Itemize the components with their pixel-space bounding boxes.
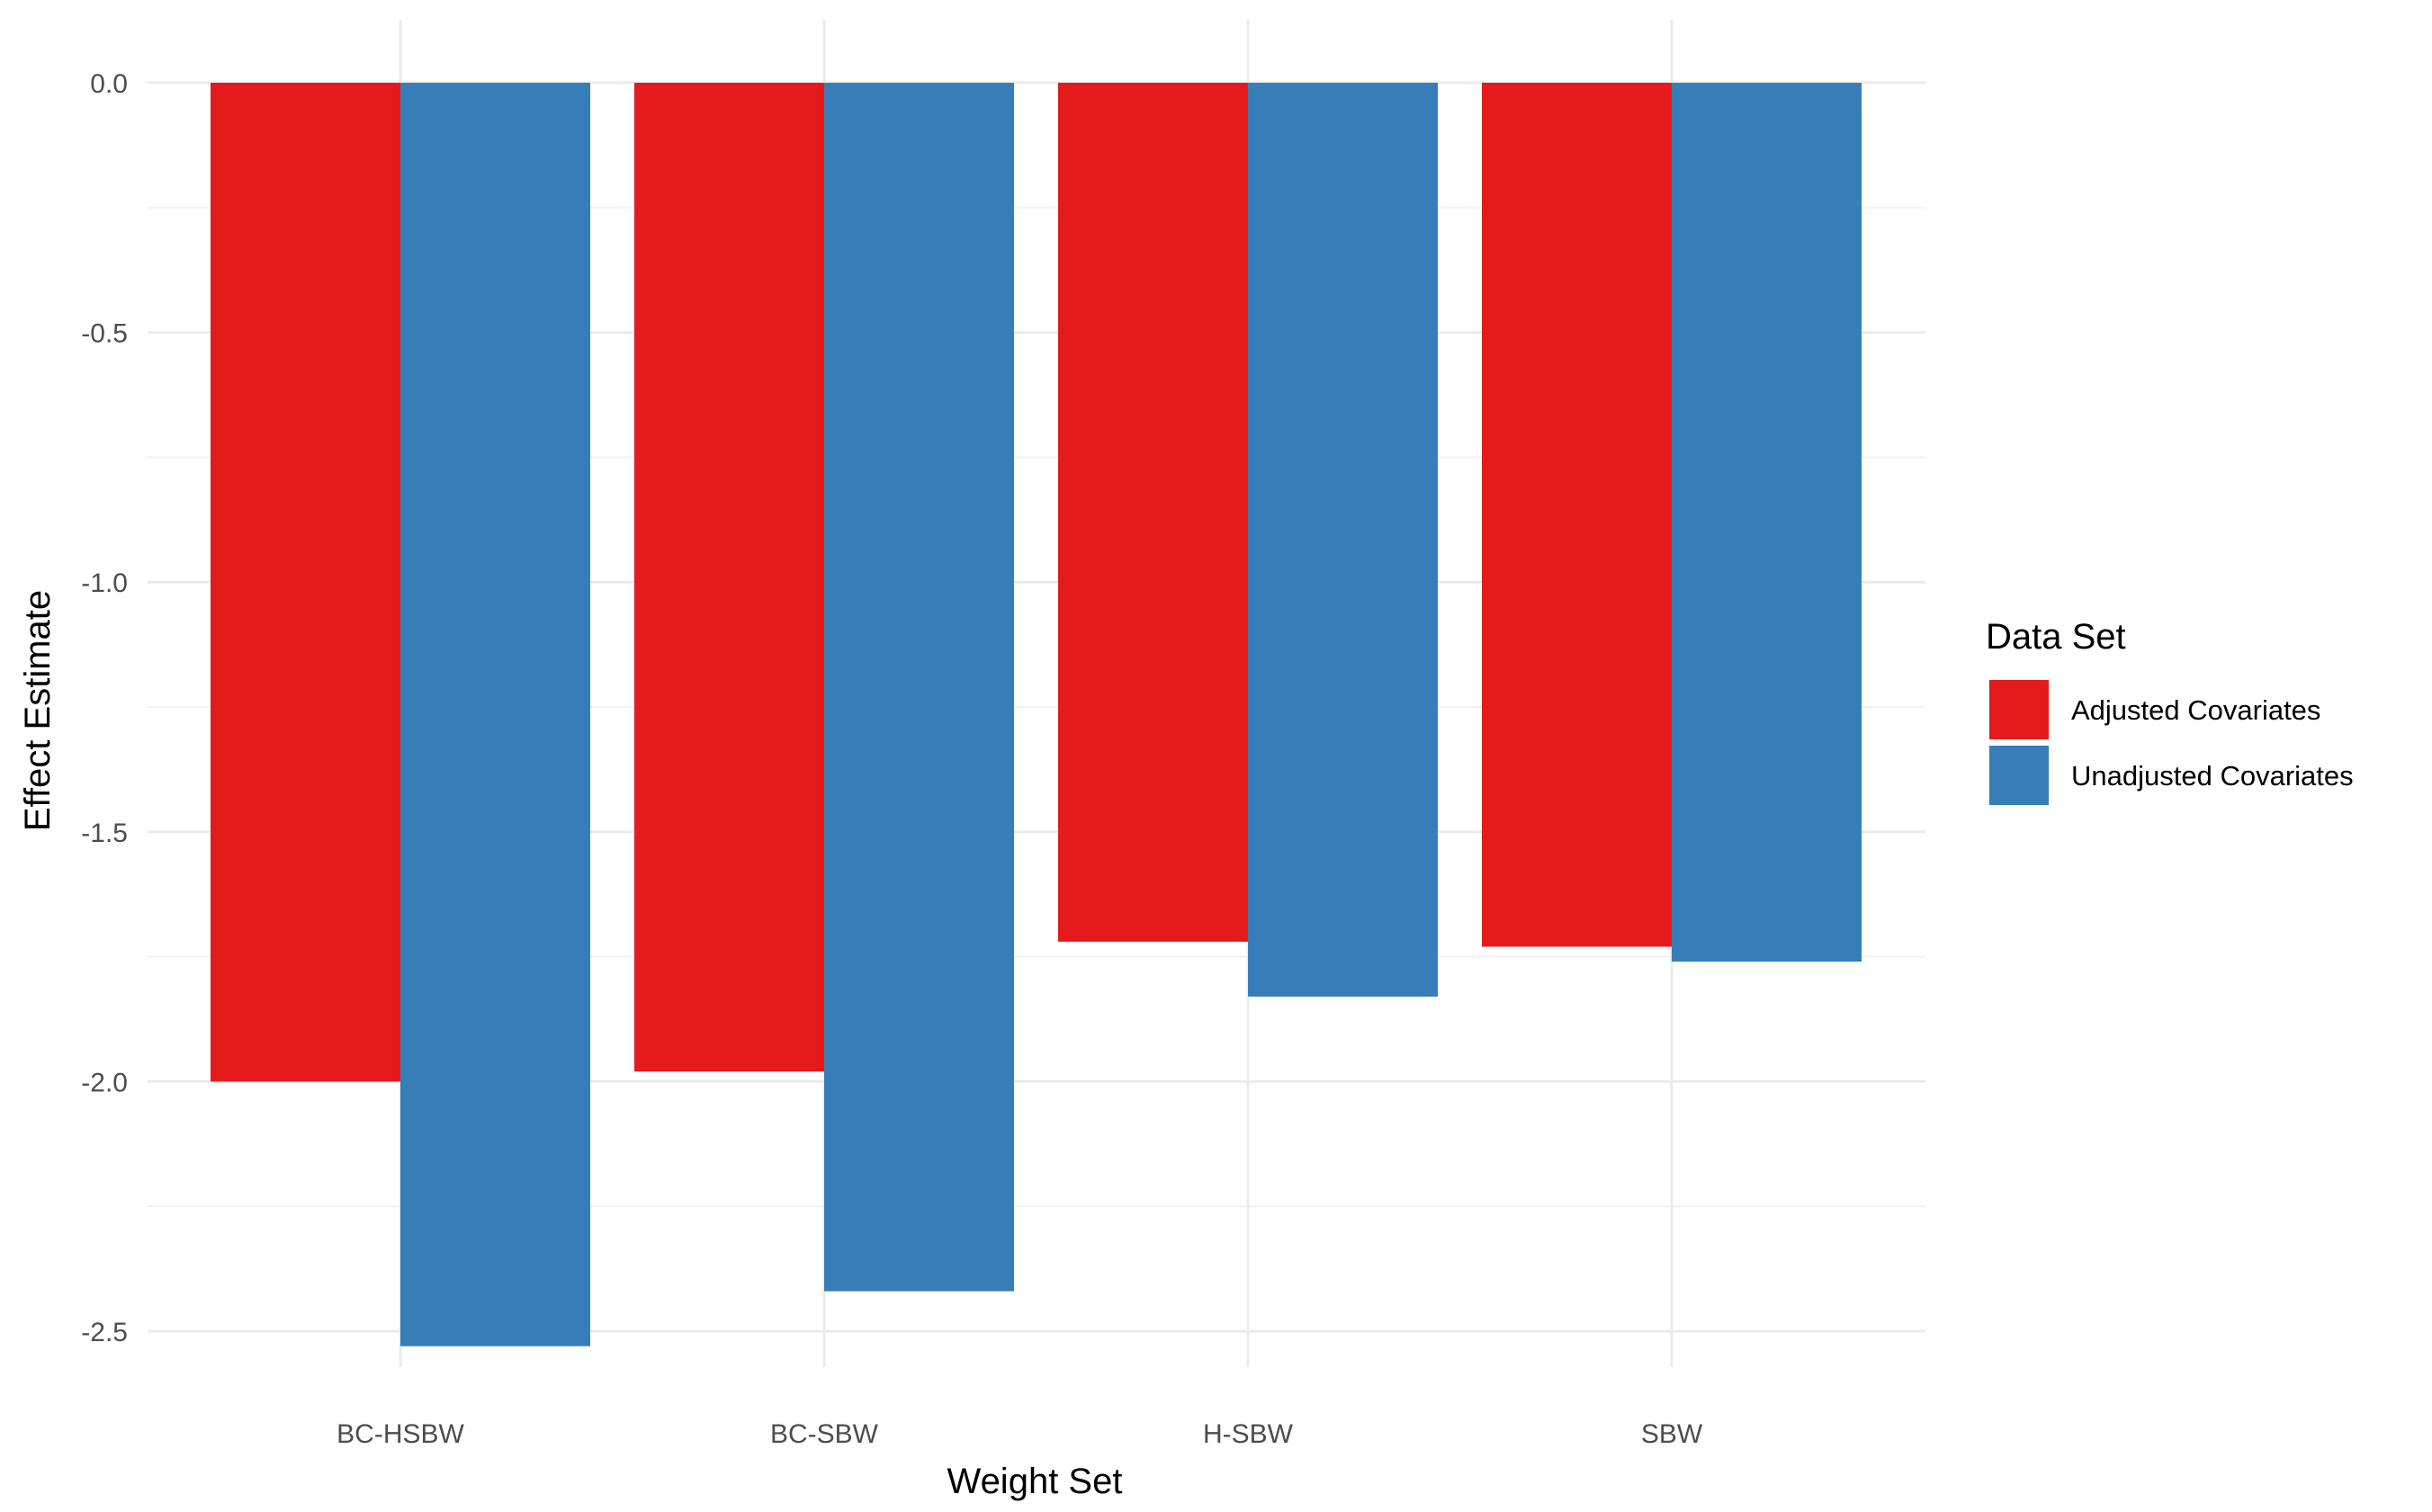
y-axis-ticks: 0.0 -0.5 -1.0 -1.5 -2.0 -2.5 (81, 69, 128, 1347)
y-tick-label: 0.0 (90, 69, 128, 99)
bar (211, 83, 400, 1082)
y-tick-label: -2.0 (81, 1068, 128, 1097)
y-tick-label: -1.0 (81, 568, 128, 598)
bar (1058, 83, 1248, 942)
bars-layer (211, 83, 1862, 1346)
legend-label: Unadjusted Covariates (2071, 760, 2354, 792)
x-tick-label: BC-SBW (770, 1419, 879, 1449)
y-axis-title: Effect Estimate (18, 590, 58, 831)
legend-items: Adjusted Covariates Unadjusted Covariates (1989, 680, 2354, 805)
legend-key (1989, 746, 2049, 805)
y-tick-label: -0.5 (81, 319, 128, 349)
legend-label: Adjusted Covariates (2071, 694, 2320, 726)
legend-title: Data Set (1986, 617, 2126, 657)
bar (824, 83, 1014, 1292)
bar (1248, 83, 1438, 998)
y-tick-label: -1.5 (81, 819, 128, 848)
bar (634, 83, 824, 1072)
bar (400, 83, 590, 1346)
x-tick-label: H-SBW (1203, 1419, 1294, 1449)
bar (1482, 83, 1672, 947)
x-axis-ticks: BC-HSBW BC-SBW H-SBW SBW (337, 1419, 1703, 1449)
x-tick-label: BC-HSBW (337, 1419, 464, 1449)
bar (1672, 83, 1862, 962)
legend: Data Set Adjusted Covariates Unadjusted C… (1986, 617, 2354, 805)
legend-key (1989, 680, 2049, 739)
y-tick-label: -2.5 (81, 1318, 128, 1347)
x-tick-label: SBW (1641, 1419, 1703, 1449)
x-axis-title: Weight Set (947, 1462, 1123, 1501)
